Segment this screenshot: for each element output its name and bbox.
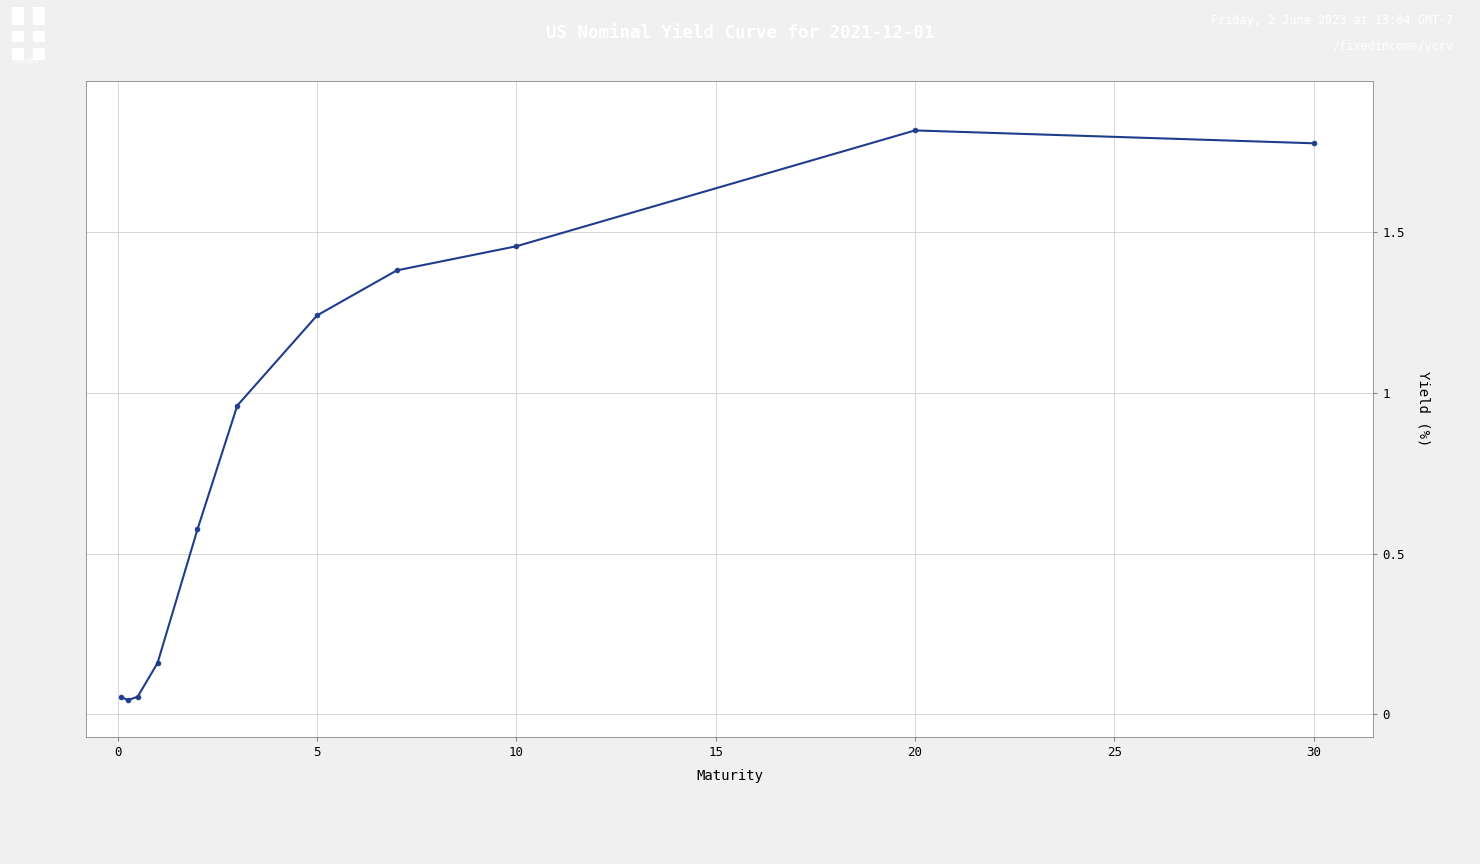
- Y-axis label: Yield (%): Yield (%): [1416, 371, 1430, 447]
- Text: /fixedincome/ycrv: /fixedincome/ycrv: [1332, 41, 1453, 54]
- Bar: [33, 7, 44, 25]
- Text: US Nominal Yield Curve for 2021-12-01: US Nominal Yield Curve for 2021-12-01: [546, 23, 934, 41]
- X-axis label: Maturity: Maturity: [696, 769, 764, 783]
- Bar: [12, 7, 24, 25]
- Text: OPENBB: OPENBB: [13, 59, 40, 64]
- Bar: [33, 30, 44, 42]
- Bar: [33, 48, 44, 60]
- Bar: [12, 30, 24, 42]
- Bar: [12, 48, 24, 60]
- Text: Friday, 2 June 2023 at 13:04 GMT-7: Friday, 2 June 2023 at 13:04 GMT-7: [1211, 15, 1453, 28]
